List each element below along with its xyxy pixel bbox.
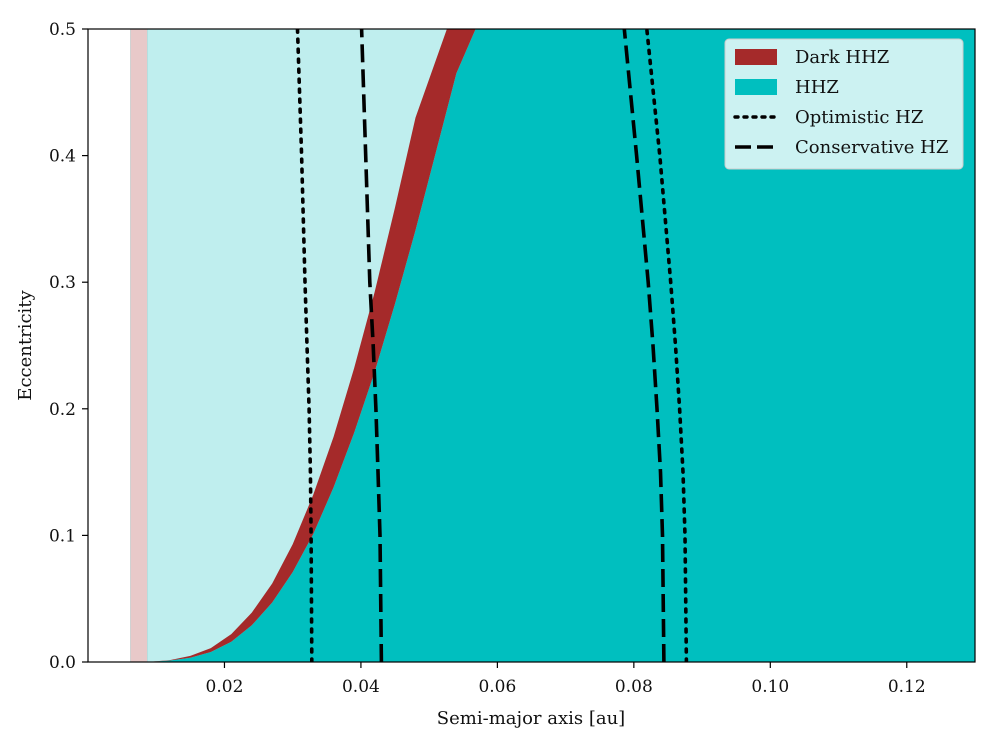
hhz-light-region <box>147 29 476 662</box>
x-tick-label: 0.08 <box>615 677 653 697</box>
x-axis: 0.02 0.04 0.06 0.08 0.10 0.12 <box>206 662 926 697</box>
legend-entry: HHZ <box>795 77 839 98</box>
x-tick-label: 0.02 <box>206 677 244 697</box>
conservative-hz-outer-line <box>622 29 666 662</box>
legend-box <box>724 38 964 170</box>
x-tick-label: 0.12 <box>888 677 926 697</box>
legend-entry: Dark HHZ <box>795 47 889 68</box>
legend-entry: Optimistic HZ <box>795 107 923 128</box>
y-tick-label: 0.4 <box>49 147 76 167</box>
x-tick-label: 0.06 <box>478 677 516 697</box>
y-tick-label: 0.0 <box>49 653 76 673</box>
x-axis-label: Semi-major axis [au] <box>437 708 625 729</box>
conservative-hz-inner-line <box>359 29 384 662</box>
y-axis: 0.0 0.1 0.2 0.3 0.4 0.5 <box>49 20 88 673</box>
x-tick-label: 0.04 <box>342 677 380 697</box>
y-tick-label: 0.5 <box>49 20 76 40</box>
y-tick-label: 0.2 <box>49 400 76 420</box>
y-axis-label: Eccentricity <box>15 289 36 400</box>
y-tick-label: 0.1 <box>49 526 76 546</box>
legend-swatch <box>735 79 777 95</box>
legend-swatch <box>735 49 777 65</box>
legend-entry: Conservative HZ <box>795 137 948 158</box>
x-tick-label: 0.10 <box>751 677 789 697</box>
roche-band <box>130 29 148 662</box>
y-tick-label: 0.3 <box>49 273 76 293</box>
plot-frame <box>87 28 976 663</box>
excluded-region <box>88 29 131 662</box>
dark-hhz-band <box>147 29 476 662</box>
legend: Dark HHZ HHZ Optimistic HZ Conservative HZ <box>724 38 964 170</box>
